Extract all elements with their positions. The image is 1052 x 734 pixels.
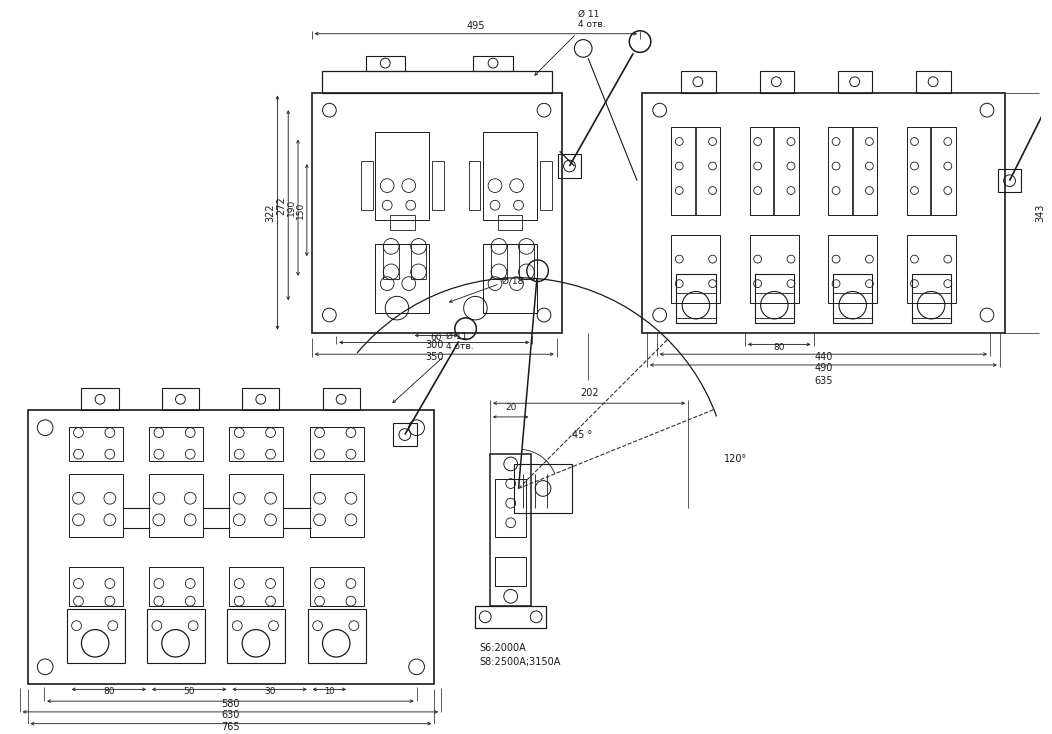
Bar — [322, 71, 552, 92]
Text: S6:2000A: S6:2000A — [480, 643, 526, 653]
Bar — [828, 127, 877, 215]
Text: 150: 150 — [296, 202, 305, 219]
Text: 80: 80 — [773, 344, 785, 352]
Bar — [162, 388, 199, 410]
Bar — [838, 71, 872, 92]
Bar — [682, 71, 715, 92]
Bar — [828, 235, 877, 303]
Bar — [376, 131, 429, 220]
Text: Ø 11
4 отв.: Ø 11 4 отв. — [446, 332, 473, 352]
Bar — [361, 161, 372, 210]
Bar — [833, 274, 872, 323]
Bar — [242, 388, 280, 410]
Bar — [491, 244, 507, 279]
Bar — [149, 567, 203, 606]
Bar — [676, 274, 715, 323]
Bar — [513, 464, 572, 513]
Bar — [308, 609, 366, 663]
Text: 60: 60 — [430, 333, 442, 343]
Bar — [750, 127, 798, 215]
Bar — [483, 131, 538, 220]
Bar — [676, 294, 715, 318]
Text: 440: 440 — [814, 352, 832, 362]
Bar — [227, 609, 285, 663]
Bar — [149, 426, 203, 461]
Bar — [911, 294, 951, 318]
Text: 20: 20 — [505, 403, 517, 412]
Bar — [498, 215, 523, 230]
Bar — [393, 423, 417, 446]
Bar — [911, 274, 951, 323]
Text: 635: 635 — [814, 376, 832, 385]
Text: 580: 580 — [221, 699, 240, 709]
Bar — [833, 294, 872, 318]
Text: 120°: 120° — [725, 454, 748, 464]
Bar — [390, 215, 414, 230]
Bar — [750, 235, 798, 303]
Text: 343: 343 — [1036, 203, 1046, 222]
Text: Ø 11
4 отв.: Ø 11 4 отв. — [579, 10, 606, 29]
Text: 350: 350 — [425, 352, 444, 362]
Bar — [490, 454, 531, 606]
Bar — [147, 609, 205, 663]
Bar — [476, 606, 546, 628]
Bar — [81, 388, 119, 410]
Text: 765: 765 — [222, 722, 240, 732]
Bar — [754, 294, 794, 318]
Bar — [376, 244, 429, 313]
Text: 490: 490 — [814, 363, 832, 373]
Bar — [366, 57, 405, 71]
Bar — [468, 161, 481, 210]
Bar — [671, 235, 721, 303]
Bar — [495, 479, 526, 537]
Text: 190: 190 — [287, 199, 296, 217]
Bar — [229, 426, 283, 461]
Bar — [309, 567, 364, 606]
Bar — [27, 410, 434, 685]
Bar — [540, 161, 552, 210]
Text: 272: 272 — [277, 196, 286, 214]
Text: 300: 300 — [425, 341, 444, 350]
Bar — [229, 473, 283, 537]
Bar — [483, 244, 538, 313]
Bar — [309, 426, 364, 461]
Bar — [916, 71, 951, 92]
Bar — [229, 567, 283, 606]
Bar — [754, 274, 794, 323]
Bar — [432, 161, 444, 210]
Bar — [907, 127, 955, 215]
Text: 45 °: 45 ° — [572, 429, 592, 440]
Bar — [495, 557, 526, 586]
Bar — [760, 71, 794, 92]
Text: 202: 202 — [580, 388, 599, 399]
Bar — [907, 235, 955, 303]
Bar — [68, 567, 123, 606]
Bar — [383, 244, 399, 279]
Bar — [323, 388, 360, 410]
Text: 50: 50 — [183, 687, 195, 697]
Bar — [410, 244, 426, 279]
Bar — [149, 473, 203, 537]
Text: 30: 30 — [264, 687, 276, 697]
Bar — [642, 92, 1005, 333]
Bar — [311, 92, 562, 333]
Text: S8:2500A;3150A: S8:2500A;3150A — [480, 657, 561, 667]
Bar — [68, 473, 123, 537]
Bar — [997, 169, 1021, 192]
Text: Ø 18: Ø 18 — [502, 277, 523, 286]
Bar — [519, 244, 534, 279]
Bar — [558, 154, 582, 178]
Bar — [671, 127, 721, 215]
Text: 630: 630 — [221, 710, 240, 720]
Bar — [66, 609, 124, 663]
Text: 495: 495 — [467, 21, 485, 31]
Text: 10: 10 — [324, 687, 335, 697]
Bar — [309, 473, 364, 537]
Text: 80: 80 — [103, 687, 115, 697]
Bar — [473, 57, 512, 71]
Text: 322: 322 — [265, 203, 276, 222]
Bar — [68, 426, 123, 461]
